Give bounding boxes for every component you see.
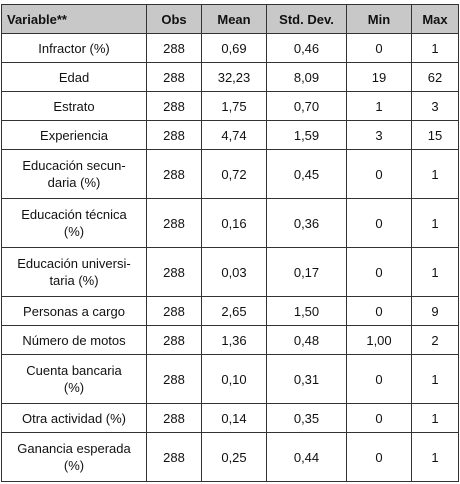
value-cell: 0,16 (201, 198, 267, 248)
header-row: Variable** Obs Mean Std. Dev. Min Max (1, 4, 459, 34)
variable-cell: Educación secun- daria (%) (1, 149, 147, 199)
value-cell: 19 (346, 62, 412, 92)
header-cell: Min (346, 4, 412, 34)
variable-cell: Cuenta bancaria (%) (1, 354, 147, 404)
value-cell: 0 (346, 296, 412, 326)
value-cell: 1 (411, 33, 459, 63)
table-row: Personas a cargo 288 2,65 1,50 0 9 (1, 296, 459, 326)
value-cell: 3 (346, 120, 412, 150)
header-cell: Std. Dev. (266, 4, 347, 34)
value-cell: 1 (411, 247, 459, 297)
value-cell: 0,03 (201, 247, 267, 297)
table-row: Estrato 288 1,75 0,70 1 3 (1, 91, 459, 121)
table-body: Infractor (%) 288 0,69 0,46 0 1 Edad 288 32,23 8,… (1, 33, 459, 482)
value-cell: 0,48 (266, 325, 347, 355)
value-cell: 4,74 (201, 120, 267, 150)
value-cell: 288 (146, 33, 202, 63)
value-cell: 2,65 (201, 296, 267, 326)
value-cell: 288 (146, 62, 202, 92)
value-cell: 1 (411, 149, 459, 199)
value-cell: 0,31 (266, 354, 347, 404)
header-cell: Mean (201, 4, 267, 34)
value-cell: 0 (346, 247, 412, 297)
variable-cell: Educación universi- taria (%) (1, 247, 147, 297)
variable-cell: Ganancia esperada (%) (1, 432, 147, 482)
value-cell: 0,35 (266, 403, 347, 433)
value-cell: 0 (346, 432, 412, 482)
value-cell: 0 (346, 354, 412, 404)
value-cell: 288 (146, 403, 202, 433)
value-cell: 0 (346, 198, 412, 248)
value-cell: 0,46 (266, 33, 347, 63)
value-cell: 0,14 (201, 403, 267, 433)
table-container: Variable** Obs Mean Std. Dev. Min Max Infract… (1, 4, 459, 482)
value-cell: 288 (146, 91, 202, 121)
value-cell: 1 (411, 403, 459, 433)
value-cell: 0 (346, 33, 412, 63)
value-cell: 0,25 (201, 432, 267, 482)
variable-cell: Número de motos (1, 325, 147, 355)
table-row: Cuenta bancaria (%) 288 0,10 0,31 0 1 (1, 354, 459, 404)
header-cell: Max (411, 4, 459, 34)
value-cell: 288 (146, 296, 202, 326)
table-row: Experiencia 288 4,74 1,59 3 15 (1, 120, 459, 150)
value-cell: 0,70 (266, 91, 347, 121)
table-row: Infractor (%) 288 0,69 0,46 0 1 (1, 33, 459, 63)
table-row: Educación técnica (%) 288 0,16 0,36 0 1 (1, 198, 459, 248)
table-row: Educación universi- taria (%) 288 0,03 0,17… (1, 247, 459, 297)
table-row: Otra actividad (%) 288 0,14 0,35 0 1 (1, 403, 459, 433)
value-cell: 0,45 (266, 149, 347, 199)
value-cell: 0 (346, 403, 412, 433)
value-cell: 1 (411, 354, 459, 404)
value-cell: 0,69 (201, 33, 267, 63)
table-row: Ganancia esperada (%) 288 0,25 0,44 0 1 (1, 432, 459, 482)
value-cell: 15 (411, 120, 459, 150)
value-cell: 1,00 (346, 325, 412, 355)
value-cell: 288 (146, 432, 202, 482)
variable-cell: Experiencia (1, 120, 147, 150)
value-cell: 288 (146, 247, 202, 297)
variable-cell: Otra actividad (%) (1, 403, 147, 433)
value-cell: 288 (146, 325, 202, 355)
value-cell: 288 (146, 198, 202, 248)
value-cell: 0,10 (201, 354, 267, 404)
value-cell: 1,50 (266, 296, 347, 326)
variable-cell: Estrato (1, 91, 147, 121)
value-cell: 2 (411, 325, 459, 355)
variable-cell: Infractor (%) (1, 33, 147, 63)
value-cell: 32,23 (201, 62, 267, 92)
header-cell: Variable** (1, 4, 147, 34)
value-cell: 0 (346, 149, 412, 199)
table-row: Educación secun- daria (%) 288 0,72 0,45 0 1 (1, 149, 459, 199)
statistics-table: Variable** Obs Mean Std. Dev. Min Max Infract… (1, 4, 459, 482)
value-cell: 1,75 (201, 91, 267, 121)
value-cell: 1 (411, 198, 459, 248)
table-row: Número de motos 288 1,36 0,48 1,00 2 (1, 325, 459, 355)
variable-cell: Educación técnica (%) (1, 198, 147, 248)
value-cell: 288 (146, 120, 202, 150)
header-cell: Obs (146, 4, 202, 34)
variable-cell: Personas a cargo (1, 296, 147, 326)
value-cell: 1,36 (201, 325, 267, 355)
value-cell: 9 (411, 296, 459, 326)
value-cell: 3 (411, 91, 459, 121)
value-cell: 0,44 (266, 432, 347, 482)
value-cell: 1 (346, 91, 412, 121)
value-cell: 0,17 (266, 247, 347, 297)
value-cell: 62 (411, 62, 459, 92)
value-cell: 288 (146, 354, 202, 404)
value-cell: 0,72 (201, 149, 267, 199)
value-cell: 8,09 (266, 62, 347, 92)
table-row: Edad 288 32,23 8,09 19 62 (1, 62, 459, 92)
value-cell: 0,36 (266, 198, 347, 248)
value-cell: 1 (411, 432, 459, 482)
value-cell: 1,59 (266, 120, 347, 150)
variable-cell: Edad (1, 62, 147, 92)
value-cell: 288 (146, 149, 202, 199)
